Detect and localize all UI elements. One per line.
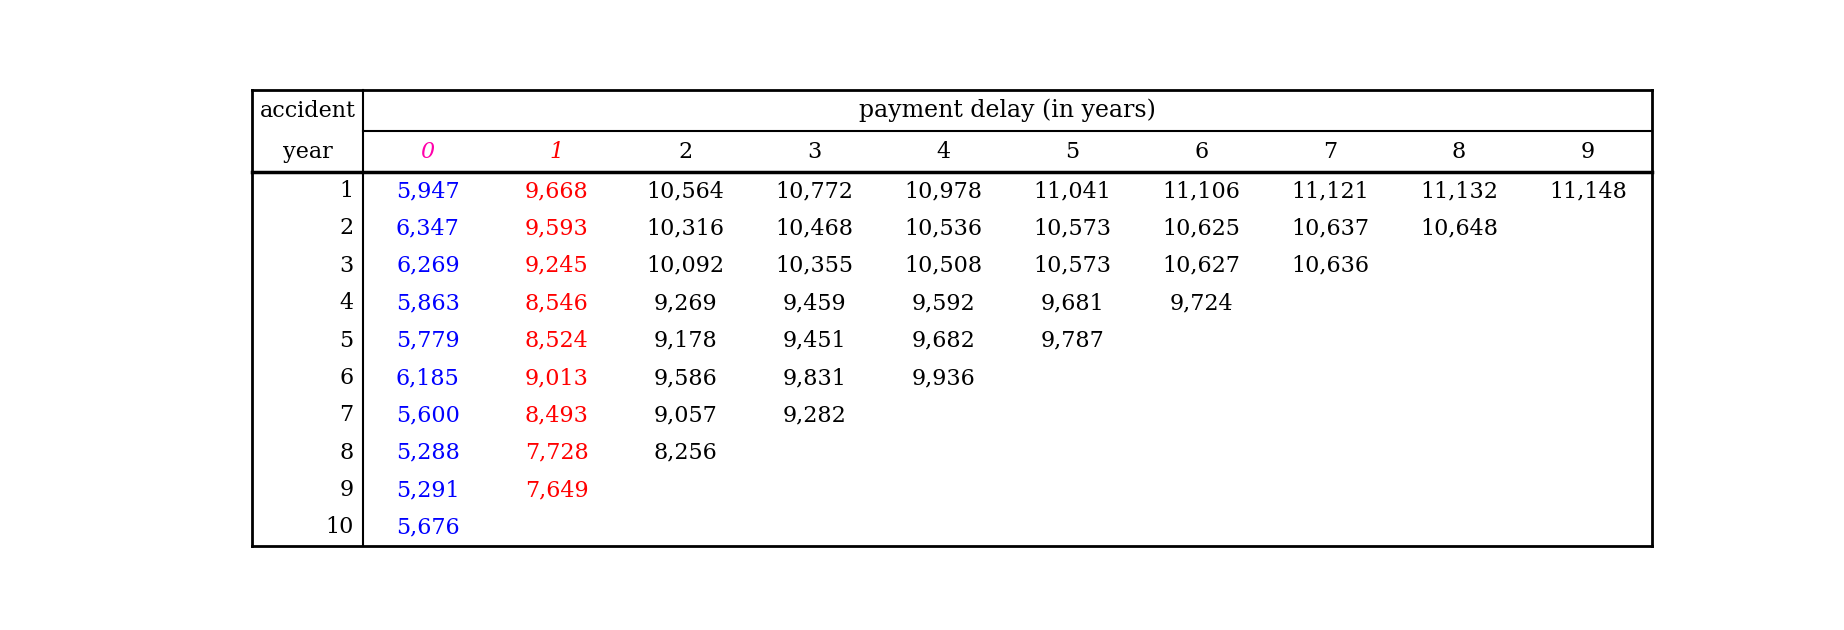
Text: 5,288: 5,288: [396, 442, 459, 464]
Text: 5,779: 5,779: [396, 329, 459, 352]
Text: accident: accident: [260, 100, 356, 122]
Text: 9,593: 9,593: [526, 217, 588, 239]
Text: 9,451: 9,451: [782, 329, 846, 352]
Text: 9,269: 9,269: [655, 292, 717, 314]
Text: 9: 9: [1580, 141, 1595, 163]
Text: 10,772: 10,772: [776, 180, 854, 202]
Text: 10: 10: [325, 517, 354, 539]
Text: 3: 3: [339, 255, 354, 277]
Text: 10,625: 10,625: [1162, 217, 1241, 239]
Text: 9,787: 9,787: [1040, 329, 1105, 352]
Text: 11,148: 11,148: [1549, 180, 1626, 202]
Text: 9,178: 9,178: [655, 329, 717, 352]
Text: 1: 1: [339, 180, 354, 202]
Text: 9,459: 9,459: [782, 292, 846, 314]
Text: 6,185: 6,185: [396, 367, 459, 389]
Text: 9,682: 9,682: [911, 329, 975, 352]
Text: 2: 2: [339, 217, 354, 239]
Text: year: year: [282, 141, 332, 163]
Text: 9,831: 9,831: [782, 367, 846, 389]
Text: 8,493: 8,493: [526, 404, 588, 427]
Text: 10,536: 10,536: [904, 217, 983, 239]
Text: 7: 7: [339, 404, 354, 427]
Text: 9,936: 9,936: [911, 367, 975, 389]
Text: 5: 5: [339, 329, 354, 352]
Text: 10,637: 10,637: [1291, 217, 1370, 239]
Text: 7,728: 7,728: [526, 442, 588, 464]
Text: 5,291: 5,291: [396, 479, 459, 501]
Text: 9,724: 9,724: [1169, 292, 1234, 314]
Text: 10,627: 10,627: [1162, 255, 1241, 277]
Text: 5: 5: [1066, 141, 1079, 163]
Text: 4: 4: [937, 141, 950, 163]
Text: 10,978: 10,978: [904, 180, 983, 202]
Text: 1: 1: [550, 141, 564, 163]
Text: 9,592: 9,592: [911, 292, 975, 314]
Text: 7,649: 7,649: [526, 479, 588, 501]
Text: 8,546: 8,546: [526, 292, 588, 314]
Text: 9,057: 9,057: [655, 404, 717, 427]
Text: 8: 8: [339, 442, 354, 464]
Text: 9,681: 9,681: [1040, 292, 1105, 314]
Text: 11,106: 11,106: [1162, 180, 1241, 202]
Text: 10,468: 10,468: [776, 217, 854, 239]
Text: 9: 9: [339, 479, 354, 501]
Text: 10,316: 10,316: [647, 217, 725, 239]
Text: 6,269: 6,269: [396, 255, 459, 277]
Text: 5,676: 5,676: [396, 517, 459, 539]
Text: 9,245: 9,245: [526, 255, 588, 277]
Text: 8,256: 8,256: [655, 442, 717, 464]
Text: 10,092: 10,092: [647, 255, 725, 277]
Text: payment delay (in years): payment delay (in years): [859, 99, 1156, 122]
Text: 9,668: 9,668: [526, 180, 588, 202]
Text: 6: 6: [339, 367, 354, 389]
Text: 10,573: 10,573: [1033, 217, 1112, 239]
Text: 11,121: 11,121: [1291, 180, 1368, 202]
Text: 10,508: 10,508: [904, 255, 983, 277]
Text: 9,282: 9,282: [782, 404, 846, 427]
Text: 8: 8: [1451, 141, 1466, 163]
Text: 11,132: 11,132: [1420, 180, 1497, 202]
Text: 9,013: 9,013: [526, 367, 588, 389]
Text: 0: 0: [420, 141, 435, 163]
Text: 5,600: 5,600: [396, 404, 459, 427]
Text: 6: 6: [1195, 141, 1208, 163]
Text: 10,564: 10,564: [647, 180, 725, 202]
Text: 7: 7: [1324, 141, 1337, 163]
Text: 3: 3: [808, 141, 822, 163]
Text: 5,947: 5,947: [396, 180, 459, 202]
Text: 10,648: 10,648: [1420, 217, 1497, 239]
Text: 10,355: 10,355: [776, 255, 854, 277]
Text: 10,573: 10,573: [1033, 255, 1112, 277]
Text: 4: 4: [339, 292, 354, 314]
Text: 10,636: 10,636: [1291, 255, 1370, 277]
Text: 11,041: 11,041: [1033, 180, 1112, 202]
Text: 8,524: 8,524: [526, 329, 588, 352]
Text: 9,586: 9,586: [655, 367, 717, 389]
Text: 6,347: 6,347: [396, 217, 459, 239]
Text: 5,863: 5,863: [396, 292, 459, 314]
Text: 2: 2: [679, 141, 693, 163]
